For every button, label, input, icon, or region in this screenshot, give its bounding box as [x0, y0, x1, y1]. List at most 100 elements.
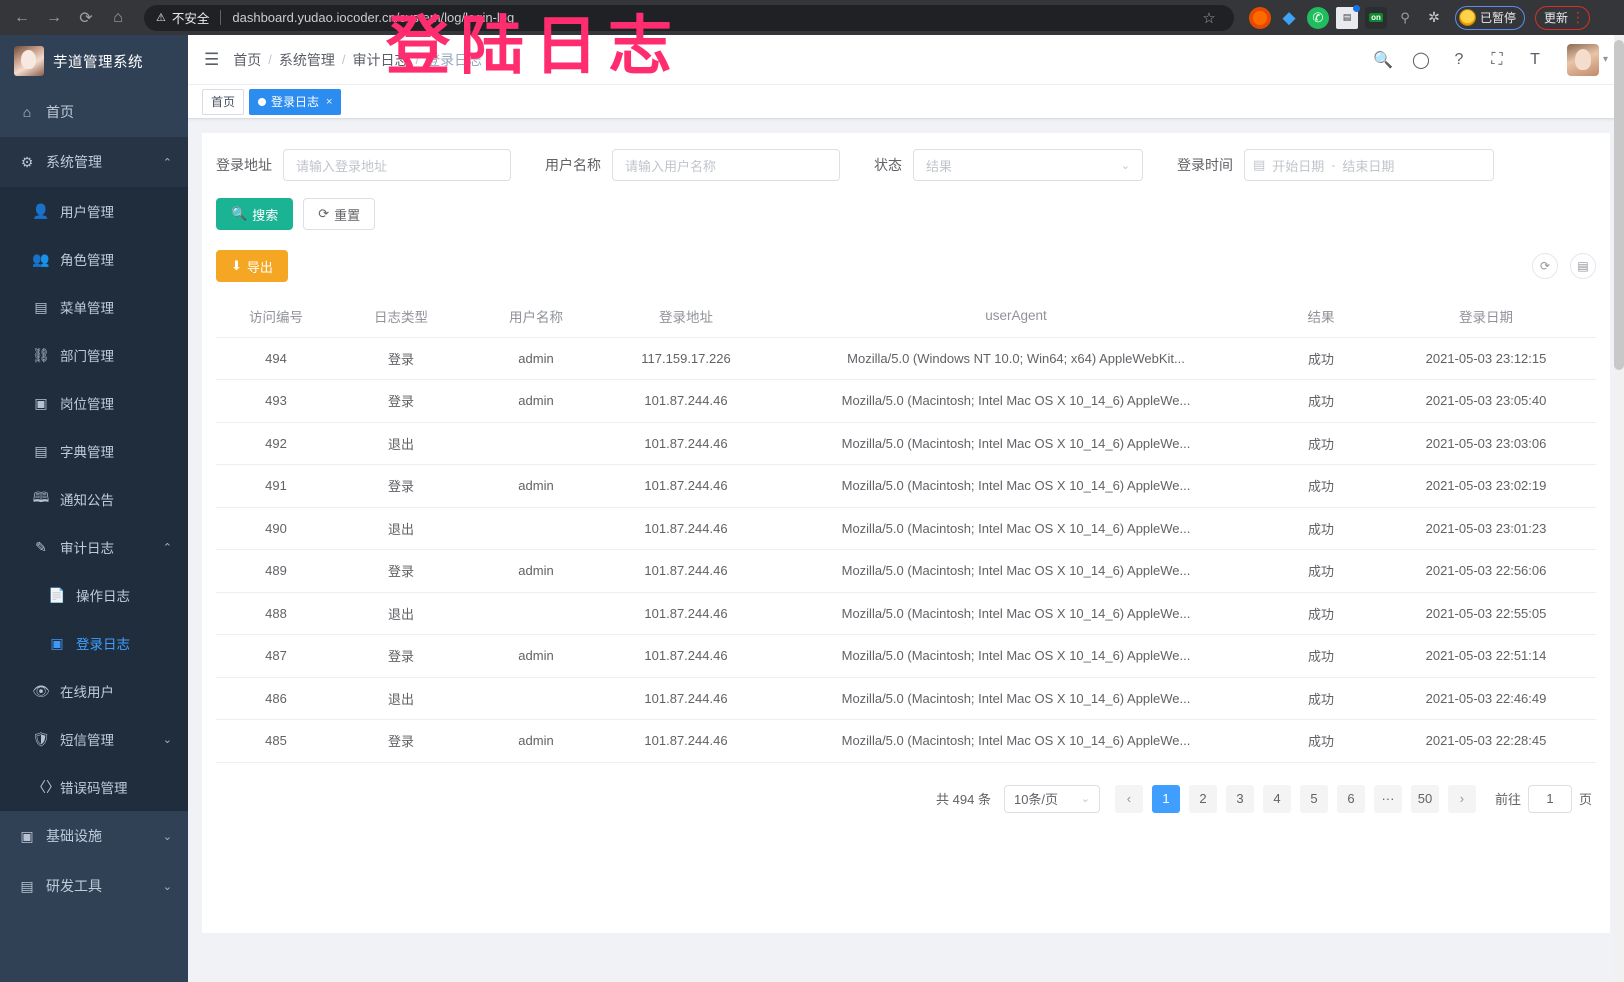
back-icon[interactable]: ← — [14, 8, 30, 26]
sidebar-item-6[interactable]: ▣ 岗位管理 — [0, 379, 188, 427]
table-row[interactable]: 486 退出 101.87.244.46 Mozilla/5.0 (Macintosh… — [216, 677, 1596, 720]
kebab-menu-icon[interactable]: ⋮ — [1571, 8, 1586, 25]
sidebar-item-11[interactable]: ▣ 登录日志 — [0, 619, 188, 667]
user-icon: 👤 — [32, 202, 50, 219]
sidebar-item-10[interactable]: 📄 操作日志 — [0, 571, 188, 619]
table-row[interactable]: 491 登录 admin 101.87.244.46 Mozilla/5.0 (Maci… — [216, 464, 1596, 508]
col-header-date[interactable]: 登录日期 — [1376, 295, 1596, 338]
sidebar-item-7[interactable]: ▤ 字典管理 — [0, 427, 188, 475]
table-row[interactable]: 492 退出 101.87.244.46 Mozilla/5.0 (Macintosh… — [216, 422, 1596, 465]
prev-page-button[interactable]: ‹ — [1114, 784, 1143, 813]
sidebar-item-4[interactable]: ▤ 菜单管理 — [0, 283, 188, 331]
sidebar-item-0[interactable]: ⌂ 首页 — [0, 87, 188, 137]
profile-avatar-icon — [1459, 9, 1476, 26]
col-header-useragent[interactable]: userAgent — [766, 295, 1266, 338]
col-header-username[interactable]: 用户名称 — [466, 295, 606, 338]
address-bar[interactable]: ⚠ 不安全 dashboard.yudao.iocoder.cn/system/… — [144, 4, 1234, 31]
status-select[interactable]: 结果 ⌄ — [913, 149, 1143, 181]
wechat-extension-icon[interactable]: ✆ — [1307, 6, 1329, 29]
search-icon[interactable]: 🔍 — [1373, 51, 1393, 69]
cell-ip: 101.87.244.46 — [606, 634, 766, 678]
cell-id: 493 — [216, 379, 336, 423]
home-icon[interactable]: ⌂ — [113, 8, 123, 26]
close-icon[interactable]: × — [326, 95, 333, 108]
page-button-3[interactable]: 3 — [1225, 784, 1254, 813]
col-header-result[interactable]: 结果 — [1266, 295, 1376, 338]
table-row[interactable]: 490 退出 101.87.244.46 Mozilla/5.0 (Macintosh… — [216, 507, 1596, 550]
export-button[interactable]: ⬇ 导出 — [216, 250, 288, 282]
sidebar-item-2[interactable]: 👤 用户管理 — [0, 187, 188, 235]
sidebar-item-3[interactable]: 👥 角色管理 — [0, 235, 188, 283]
page-size-select[interactable]: 10条/页 ⌄ — [1003, 784, 1100, 813]
breadcrumb-item-1[interactable]: 系统管理 — [278, 51, 335, 68]
page-button-1[interactable]: 1 — [1151, 784, 1180, 813]
sidebar-item-label: 首页 — [46, 104, 74, 120]
help-icon[interactable]: ? — [1454, 50, 1464, 68]
sidebar-item-5[interactable]: ⛓ 部门管理 — [0, 331, 188, 379]
puzzle-extension-icon[interactable]: ✲ — [1428, 9, 1440, 25]
cell-username: admin — [466, 719, 606, 763]
col-header-type[interactable]: 日志类型 — [336, 295, 466, 338]
house-icon: ⌂ — [22, 104, 32, 120]
sidebar-item-13[interactable]: 🛡 短信管理 ⌄ — [0, 715, 188, 763]
date-range-picker[interactable]: ▤ 开始日期 - 结束日期 — [1244, 149, 1494, 181]
chevron-down-icon: ⌄ — [1080, 793, 1090, 805]
page-button-6[interactable]: 6 — [1336, 784, 1365, 813]
export-button-label: 导出 — [246, 259, 273, 275]
sidebar-item-12[interactable]: 👁 在线用户 — [0, 667, 188, 715]
font-size-icon[interactable]: T — [1530, 50, 1540, 68]
table-row[interactable]: 494 登录 admin 117.159.17.226 Mozilla/5.0 (Win… — [216, 337, 1596, 380]
page-button-5[interactable]: 5 — [1299, 784, 1328, 813]
opera-extension-icon[interactable] — [1249, 6, 1271, 29]
fullscreen-icon[interactable]: ⛶ — [1491, 50, 1503, 68]
table-row[interactable]: 488 退出 101.87.244.46 Mozilla/5.0 (Macintosh… — [216, 592, 1596, 635]
breadcrumb-item-2[interactable]: 审计日志 — [352, 51, 409, 68]
update-button[interactable]: 更新 ⋮ — [1535, 5, 1591, 30]
sidebar-item-8[interactable]: 🕮 通知公告 — [0, 475, 188, 523]
app-extension-icon[interactable]: ▤ — [1336, 4, 1360, 29]
forward-icon[interactable]: → — [46, 8, 62, 26]
diamond-extension-icon[interactable]: ◆ — [1282, 7, 1296, 27]
page-button-2[interactable]: 2 — [1188, 784, 1217, 813]
table-row[interactable]: 487 登录 admin 101.87.244.46 Mozilla/5.0 (Maci… — [216, 634, 1596, 678]
avatar[interactable]: ▾ — [1566, 43, 1608, 76]
table-row[interactable]: 493 登录 admin 101.87.244.46 Mozilla/5.0 (Maci… — [216, 379, 1596, 423]
sidebar-item-16[interactable]: ▤ 研发工具 ⌄ — [0, 861, 188, 911]
reset-button[interactable]: ⟳ 重置 — [303, 198, 376, 230]
table-row[interactable]: 485 登录 admin 101.87.244.46 Mozilla/5.0 (Maci… — [216, 719, 1596, 763]
jump-page-input[interactable]: 1 — [1527, 784, 1572, 813]
table-row[interactable]: 489 登录 admin 101.87.244.46 Mozilla/5.0 (Maci… — [216, 549, 1596, 593]
next-page-button[interactable]: › — [1447, 784, 1476, 813]
cell-type: 登录 — [336, 337, 466, 380]
username-input[interactable]: 请输入用户名称 — [612, 149, 840, 181]
search-button[interactable]: 🔍 搜索 — [216, 198, 294, 230]
login-address-input[interactable]: 请输入登录地址 — [283, 149, 511, 181]
cell-type: 登录 — [336, 549, 466, 593]
col-header-id[interactable]: 访问编号 — [216, 295, 336, 338]
refresh-icon[interactable]: ⟳ — [1532, 253, 1558, 279]
github-icon[interactable]: ◯ — [1412, 51, 1430, 69]
page-scrollbar-thumb[interactable] — [1614, 40, 1624, 370]
col-header-ip[interactable]: 登录地址 — [606, 295, 766, 338]
pin-extension-icon[interactable]: ⚲ — [1400, 9, 1410, 25]
reload-icon[interactable]: ⟳ — [79, 9, 93, 27]
sidebar-item-15[interactable]: ▣ 基础设施 ⌄ — [0, 811, 188, 861]
sidebar-item-14[interactable]: 〈〉 错误码管理 — [0, 763, 188, 811]
page-button-50[interactable]: 50 — [1410, 784, 1439, 813]
bookmark-star-icon[interactable]: ☆ — [1202, 9, 1216, 27]
tab-0[interactable]: 首页 — [202, 88, 245, 115]
url-text: dashboard.yudao.iocoder.cn/system/log/lo… — [232, 10, 515, 25]
on-extension-icon[interactable]: on — [1365, 6, 1387, 29]
breadcrumb-item-0[interactable]: 首页 — [233, 51, 262, 68]
tab-1[interactable]: 登录日志 × — [249, 88, 342, 115]
profile-paused-button[interactable]: 已暂停 — [1455, 5, 1526, 30]
sidebar-item-9[interactable]: ✎ 审计日志 ⌃ — [0, 523, 188, 571]
columns-icon[interactable]: ▤ — [1570, 253, 1596, 279]
page-button-4[interactable]: 4 — [1262, 784, 1291, 813]
page-scrollbar-track[interactable] — [1614, 35, 1624, 982]
sidebar-item-1[interactable]: ⚙ 系统管理 ⌃ — [0, 137, 188, 187]
sidebar-logo[interactable]: 芋道管理系统 — [0, 35, 188, 87]
breadcrumb-separator: / — [268, 52, 272, 67]
page-button-···[interactable]: ··· — [1373, 784, 1402, 813]
hamburger-icon[interactable]: ☰ — [204, 49, 220, 69]
